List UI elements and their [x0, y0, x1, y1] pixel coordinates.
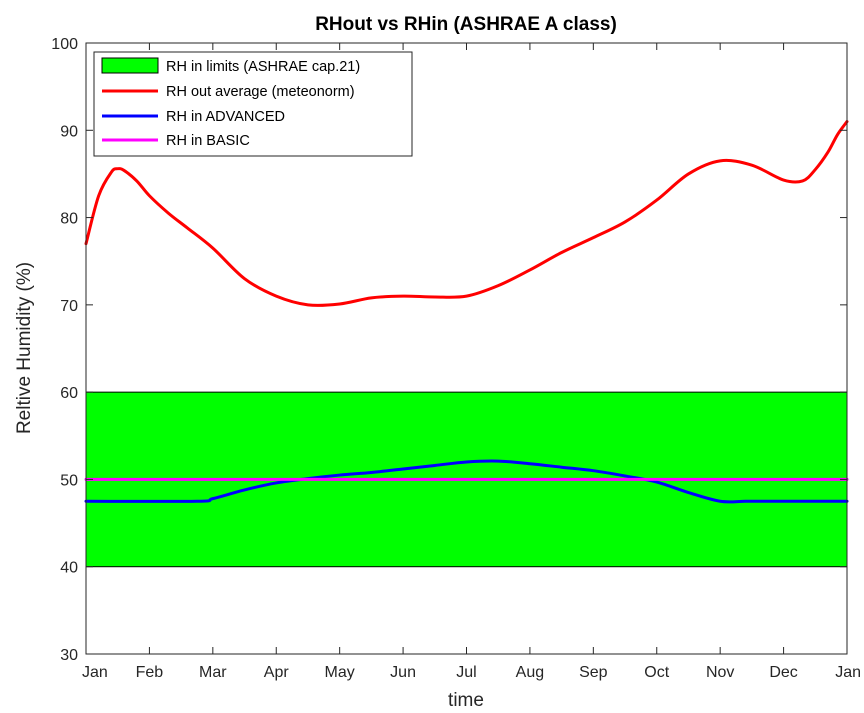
x-tick-label: May: [325, 664, 355, 681]
x-tick-label: Jul: [456, 664, 476, 681]
x-tick-label: Dec: [769, 664, 797, 681]
series-rh-out-line: [84, 120, 849, 307]
y-tick-label: 100: [51, 36, 78, 53]
x-tick-label: Aug: [516, 664, 544, 681]
y-tick-label: 90: [60, 123, 78, 140]
series-layer: [84, 120, 849, 504]
x-tick-label: Jan: [835, 664, 861, 681]
x-tick-label: Jan: [82, 664, 108, 681]
y-tick-label: 50: [60, 472, 78, 489]
x-tick-label: Jun: [390, 664, 416, 681]
legend-swatch-band: [101, 57, 159, 74]
y-tick-label: 60: [60, 385, 78, 402]
y-tick-label: 70: [60, 298, 78, 315]
legend-label-rh-advanced: RH in ADVANCED: [166, 109, 285, 125]
y-axis-label: Reltive Humidity (%): [14, 262, 35, 434]
x-tick-label: Apr: [264, 664, 290, 681]
y-tick-label: 30: [60, 647, 78, 664]
x-axis-label: time: [448, 690, 484, 711]
series-rh-advanced-line: [84, 459, 849, 504]
legend-label-rh-out: RH out average (meteonorm): [166, 84, 355, 100]
x-axis: Jan Feb Mar Apr May Jun Jul Aug Sep Oct Nov Dec Jan: [82, 43, 861, 681]
x-tick-label: Sep: [579, 664, 608, 681]
x-tick-label: Nov: [706, 664, 734, 681]
y-tick-label: 80: [60, 211, 78, 228]
y-axis: 30 40 50 60 70 80 90 100: [51, 36, 847, 664]
legend: RH in limits (ASHRAE cap.21) RH out aver…: [93, 51, 413, 157]
x-tick-label: Feb: [136, 664, 164, 681]
x-tick-label: Mar: [199, 664, 227, 681]
y-tick-label: 40: [60, 560, 78, 577]
x-tick-label: Oct: [644, 664, 669, 681]
legend-label-band: RH in limits (ASHRAE cap.21): [166, 59, 360, 75]
legend-label-rh-basic: RH in BASIC: [166, 133, 250, 149]
chart-title: RHout vs RHin (ASHRAE A class): [315, 14, 617, 35]
